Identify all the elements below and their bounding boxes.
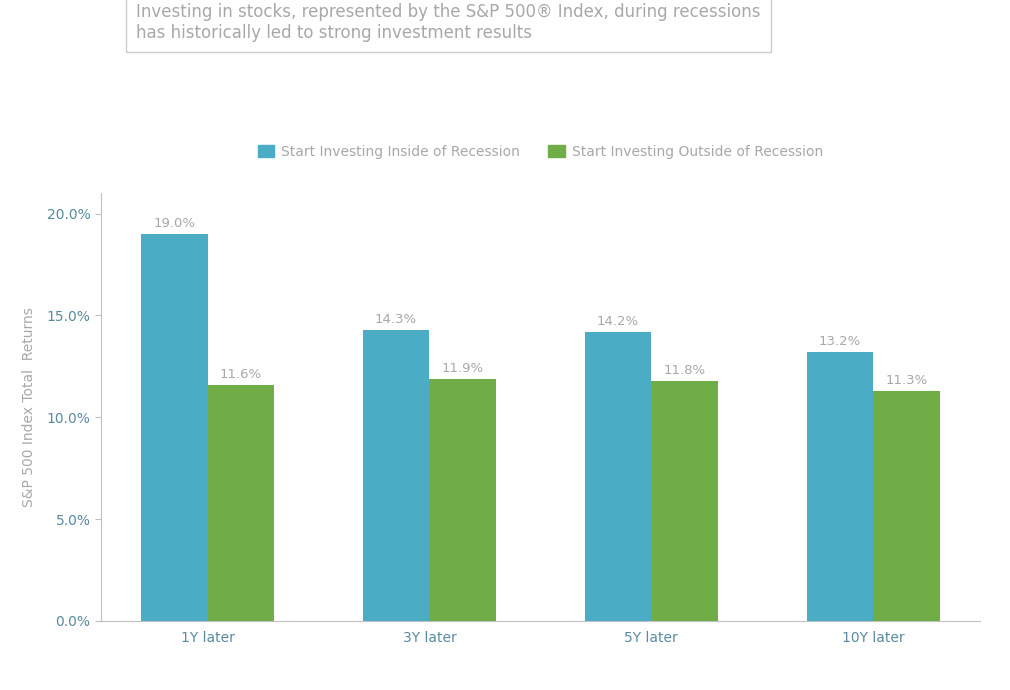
Text: 19.0%: 19.0% [154,217,195,230]
Bar [207,385,274,621]
Bar [363,330,429,621]
Text: 11.3%: 11.3% [886,374,927,386]
Y-axis label: S&P 500 Index Total  Returns: S&P 500 Index Total Returns [21,307,35,507]
Bar [585,332,651,621]
Bar [141,234,207,621]
Text: 11.8%: 11.8% [664,364,706,377]
Text: 11.9%: 11.9% [441,362,484,375]
Text: 11.6%: 11.6% [220,368,262,381]
Bar [807,352,874,621]
Text: 13.2%: 13.2% [819,335,862,348]
Bar [651,381,718,621]
Text: 14.3%: 14.3% [375,313,417,326]
Bar [429,379,496,621]
Bar [874,391,939,621]
Legend: Start Investing Inside of Recession, Start Investing Outside of Recession: Start Investing Inside of Recession, Sta… [258,144,823,159]
Text: Investing in stocks, represented by the S&P 500® Index, during recessions
has hi: Investing in stocks, represented by the … [136,3,761,42]
Text: 14.2%: 14.2% [597,315,639,328]
